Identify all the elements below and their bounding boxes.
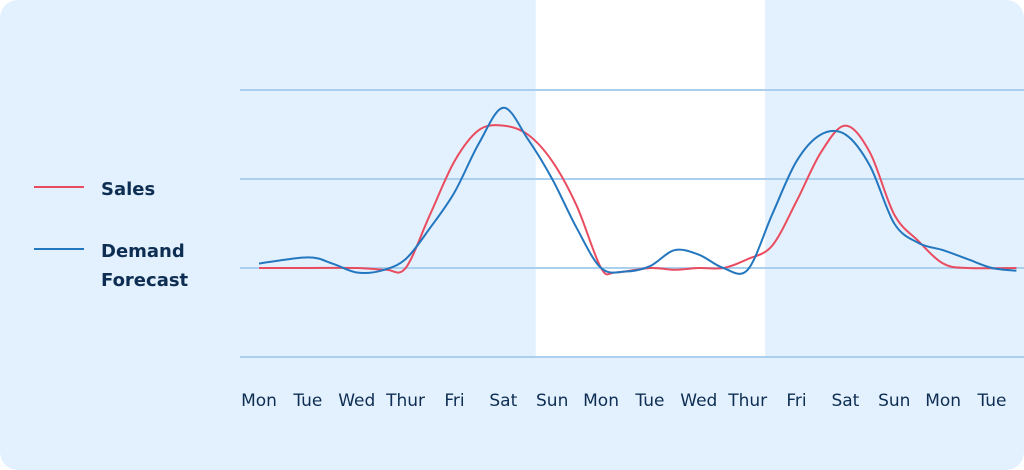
x-tick-label: Sun bbox=[536, 391, 568, 411]
series-layer bbox=[258, 106, 1017, 276]
legend-label-forecast: Demand Forecast bbox=[101, 241, 189, 291]
forecast-line bbox=[258, 106, 1017, 275]
legend-label-sales: Sales bbox=[101, 179, 156, 200]
x-tick-label: Tue bbox=[634, 391, 664, 411]
legend-swatch-sales bbox=[34, 186, 84, 188]
x-tick-label: Sat bbox=[489, 391, 517, 411]
x-tick-label: Tue bbox=[292, 391, 322, 411]
x-tick-label: Wed bbox=[680, 391, 717, 411]
x-tick-label: Mon bbox=[925, 391, 961, 411]
x-tick-label: Fri bbox=[786, 391, 806, 411]
x-tick-label: Mon bbox=[241, 391, 277, 411]
legend-item-forecast: Demand Forecast bbox=[34, 237, 188, 295]
x-tick-label: Sat bbox=[831, 391, 859, 411]
x-tick-label: Tue bbox=[976, 391, 1006, 411]
x-tick-label: Thur bbox=[385, 391, 425, 411]
sales-line bbox=[259, 124, 1017, 276]
x-tick-label: Fri bbox=[444, 391, 464, 411]
x-tick-label: Sun bbox=[878, 391, 910, 411]
legend-swatch-forecast bbox=[34, 248, 84, 250]
x-tick-label: Mon bbox=[583, 391, 619, 411]
x-tick-label: Thur bbox=[727, 391, 767, 411]
x-axis-ticks: Mon Tue Wed Thur Fri Sat Sun Mon Tue Wed Thur Fri Sa… bbox=[241, 391, 1006, 411]
legend-item-sales: Sales bbox=[34, 175, 155, 204]
x-tick-label: Wed bbox=[338, 391, 375, 411]
